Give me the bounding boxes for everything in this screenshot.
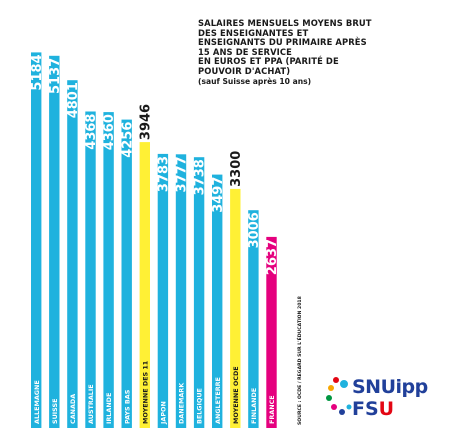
title-line-1: SALAIRES MENSUELS MOYENS BRUT: [198, 18, 372, 28]
bar-allemagne: [31, 52, 42, 429]
logo-sub-accent: U: [378, 398, 395, 420]
category-label-japon: JAPON: [160, 401, 168, 425]
bar-danemark: [175, 154, 187, 429]
chart-subtitle: (sauf Suisse après 10 ans): [198, 76, 312, 86]
bar-angleterre: [212, 174, 223, 428]
category-label-danemark: DANEMARK: [178, 382, 186, 424]
bar-irlande: [103, 112, 114, 428]
stars-icon: [326, 377, 352, 415]
value-label-allemagne: 5184: [30, 54, 45, 90]
value-label-suisse: 5137: [48, 58, 63, 94]
value-label-pays-bas: 4256: [120, 122, 135, 158]
logo-word: SNUipp: [352, 376, 428, 398]
title-line-6: POUVOIR D'ACHAT): [198, 65, 291, 76]
bar-moyenne-des-11: [139, 142, 150, 428]
category-label-canada: CANADA: [69, 394, 77, 424]
bar-moyenne-ocde: [230, 188, 241, 428]
logo-sub: FSU: [352, 398, 394, 420]
value-label-finlande: 3006: [247, 212, 262, 248]
category-label-moyenne-des-11: MOYENNE DES 11: [141, 361, 149, 424]
logo-sub-main: FS: [352, 398, 379, 420]
value-label-angleterre: 3497: [211, 177, 226, 213]
title-line-2: DES ENSEIGNANTES ET: [198, 27, 309, 38]
snuipp-logo: SNUipp FSU: [322, 370, 442, 430]
value-label-irlande: 4360: [102, 114, 117, 150]
value-label-japon: 3783: [157, 156, 172, 192]
bar-canada: [67, 80, 78, 428]
category-label-finlande: FINLANDE: [250, 388, 258, 424]
bar-finlande: [248, 210, 259, 428]
title-line-4: 15 ANS DE SERVICE: [198, 46, 292, 57]
category-label-pays-bas: PAYS BAS: [123, 389, 131, 424]
category-label-moyenne-ocde: MOYENNE OCDE: [232, 366, 240, 424]
value-label-france: 2637: [265, 239, 280, 275]
bar-pays-bas: [121, 119, 132, 428]
value-label-canada: 4801: [66, 82, 81, 118]
value-label-moyenne-ocde: 3300: [229, 151, 244, 187]
category-label-suisse: SUISSE: [51, 399, 59, 424]
value-label-australie: 4368: [84, 114, 99, 150]
bar-france: [266, 236, 277, 428]
category-label-angleterre: ANGLETERRE: [214, 377, 222, 424]
bar-japon: [157, 153, 169, 428]
bar-belgique: [193, 157, 205, 428]
value-label-moyenne-des-11: 3946: [138, 104, 153, 140]
bar-australie: [85, 111, 96, 428]
value-label-belgique: 3738: [193, 159, 208, 195]
category-label-irlande: IRLANDE: [105, 393, 113, 424]
title-line-5: EN EUROS ET PPA (PARITÉ DE: [198, 56, 339, 67]
value-label-danemark: 3777: [175, 156, 190, 192]
source-note: SOURCE : OCDE / REGARD SUR L'ÉDUCATION 2…: [298, 296, 303, 425]
category-label-france: FRANCE: [268, 395, 276, 424]
category-label-allemagne: ALLEMAGNE: [33, 380, 41, 424]
category-label-belgique: BELGIQUE: [196, 388, 204, 424]
title-line-3: ENSEIGNANTS DU PRIMAIRE APRÈS: [198, 37, 367, 48]
category-label-australie: AUSTRALIE: [87, 384, 95, 424]
chart-title: SALAIRES MENSUELS MOYENS BRUT DES ENSEIG…: [198, 18, 438, 87]
bar-suisse: [49, 55, 60, 429]
